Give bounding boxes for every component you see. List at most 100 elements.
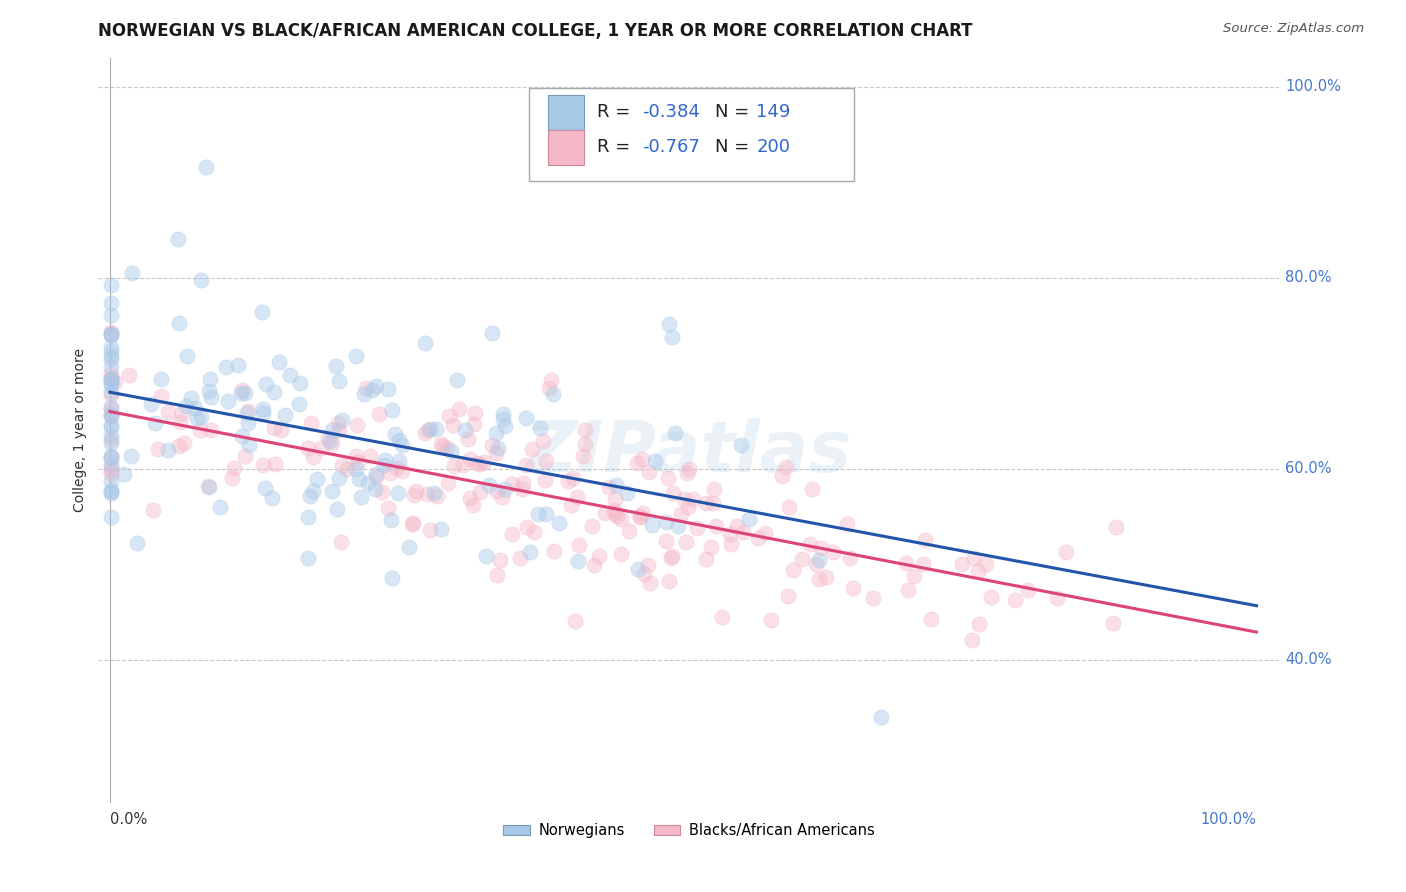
- Point: [100, 400, 122, 414]
- Point: [297, 550, 319, 565]
- Point: [536, 507, 558, 521]
- Point: [1105, 520, 1128, 534]
- Point: [474, 455, 496, 469]
- Point: [425, 422, 447, 436]
- Point: [388, 454, 411, 468]
- Point: [100, 475, 122, 489]
- Point: [610, 512, 633, 526]
- Point: [1101, 615, 1123, 630]
- Point: [367, 407, 389, 421]
- Point: [252, 406, 274, 420]
- Point: [347, 455, 370, 469]
- Point: [235, 385, 257, 400]
- Point: [100, 419, 122, 434]
- Point: [273, 408, 295, 422]
- Point: [474, 549, 496, 563]
- Point: [200, 423, 222, 437]
- Point: [661, 330, 683, 344]
- Point: [702, 495, 724, 509]
- Point: [197, 479, 219, 493]
- Point: [364, 379, 387, 393]
- Point: [730, 438, 752, 452]
- Point: [527, 507, 550, 521]
- Text: 60.0%: 60.0%: [1285, 461, 1331, 476]
- Point: [419, 523, 441, 537]
- Point: [190, 409, 212, 424]
- Text: 100.0%: 100.0%: [1285, 79, 1341, 95]
- Point: [167, 316, 190, 330]
- Point: [100, 372, 122, 386]
- Point: [176, 400, 198, 414]
- Point: [626, 456, 648, 470]
- Point: [1017, 583, 1039, 598]
- Point: [603, 492, 626, 507]
- Point: [842, 581, 865, 595]
- Point: [509, 551, 531, 566]
- Point: [309, 441, 332, 455]
- Point: [678, 500, 700, 514]
- Legend: Norwegians, Blacks/African Americans: Norwegians, Blacks/African Americans: [498, 817, 880, 844]
- Point: [167, 439, 190, 453]
- Point: [353, 386, 375, 401]
- Point: [519, 545, 541, 559]
- Point: [485, 446, 508, 460]
- Point: [603, 506, 626, 520]
- Point: [100, 464, 122, 478]
- Point: [720, 537, 742, 551]
- Point: [565, 490, 588, 504]
- Point: [100, 371, 122, 385]
- Point: [100, 376, 122, 391]
- Point: [402, 516, 425, 531]
- Point: [534, 474, 557, 488]
- Point: [512, 476, 534, 491]
- Point: [231, 385, 253, 400]
- Point: [195, 160, 218, 174]
- Point: [100, 450, 122, 465]
- Point: [710, 610, 733, 624]
- Point: [100, 325, 122, 339]
- Point: [100, 450, 122, 464]
- Point: [574, 437, 596, 451]
- Point: [238, 437, 260, 451]
- Point: [347, 472, 370, 486]
- Text: Source: ZipAtlas.com: Source: ZipAtlas.com: [1223, 22, 1364, 36]
- Point: [288, 397, 311, 411]
- Point: [458, 491, 481, 506]
- Point: [385, 461, 408, 475]
- Point: [142, 503, 165, 517]
- Point: [567, 554, 589, 568]
- Point: [778, 500, 800, 515]
- Point: [377, 383, 399, 397]
- Point: [198, 480, 221, 494]
- Point: [100, 368, 122, 382]
- Point: [100, 436, 122, 450]
- Point: [633, 567, 655, 582]
- Point: [344, 349, 367, 363]
- Point: [125, 535, 148, 549]
- Point: [321, 423, 343, 437]
- Point: [100, 328, 122, 343]
- Point: [792, 551, 814, 566]
- Point: [398, 540, 420, 554]
- Point: [440, 443, 463, 458]
- Point: [384, 427, 406, 442]
- Point: [100, 373, 122, 387]
- Point: [912, 558, 935, 572]
- Point: [644, 454, 666, 468]
- Point: [100, 483, 122, 497]
- Point: [262, 491, 284, 505]
- Point: [374, 453, 396, 467]
- Point: [278, 368, 301, 383]
- Point: [120, 449, 142, 463]
- Point: [704, 519, 727, 533]
- Point: [658, 318, 681, 332]
- Point: [100, 278, 122, 293]
- Point: [782, 563, 804, 577]
- Point: [616, 486, 638, 500]
- Point: [221, 471, 243, 485]
- Point: [167, 232, 190, 246]
- Point: [198, 372, 221, 386]
- Text: 40.0%: 40.0%: [1285, 652, 1331, 667]
- Point: [638, 465, 661, 479]
- Point: [100, 409, 122, 423]
